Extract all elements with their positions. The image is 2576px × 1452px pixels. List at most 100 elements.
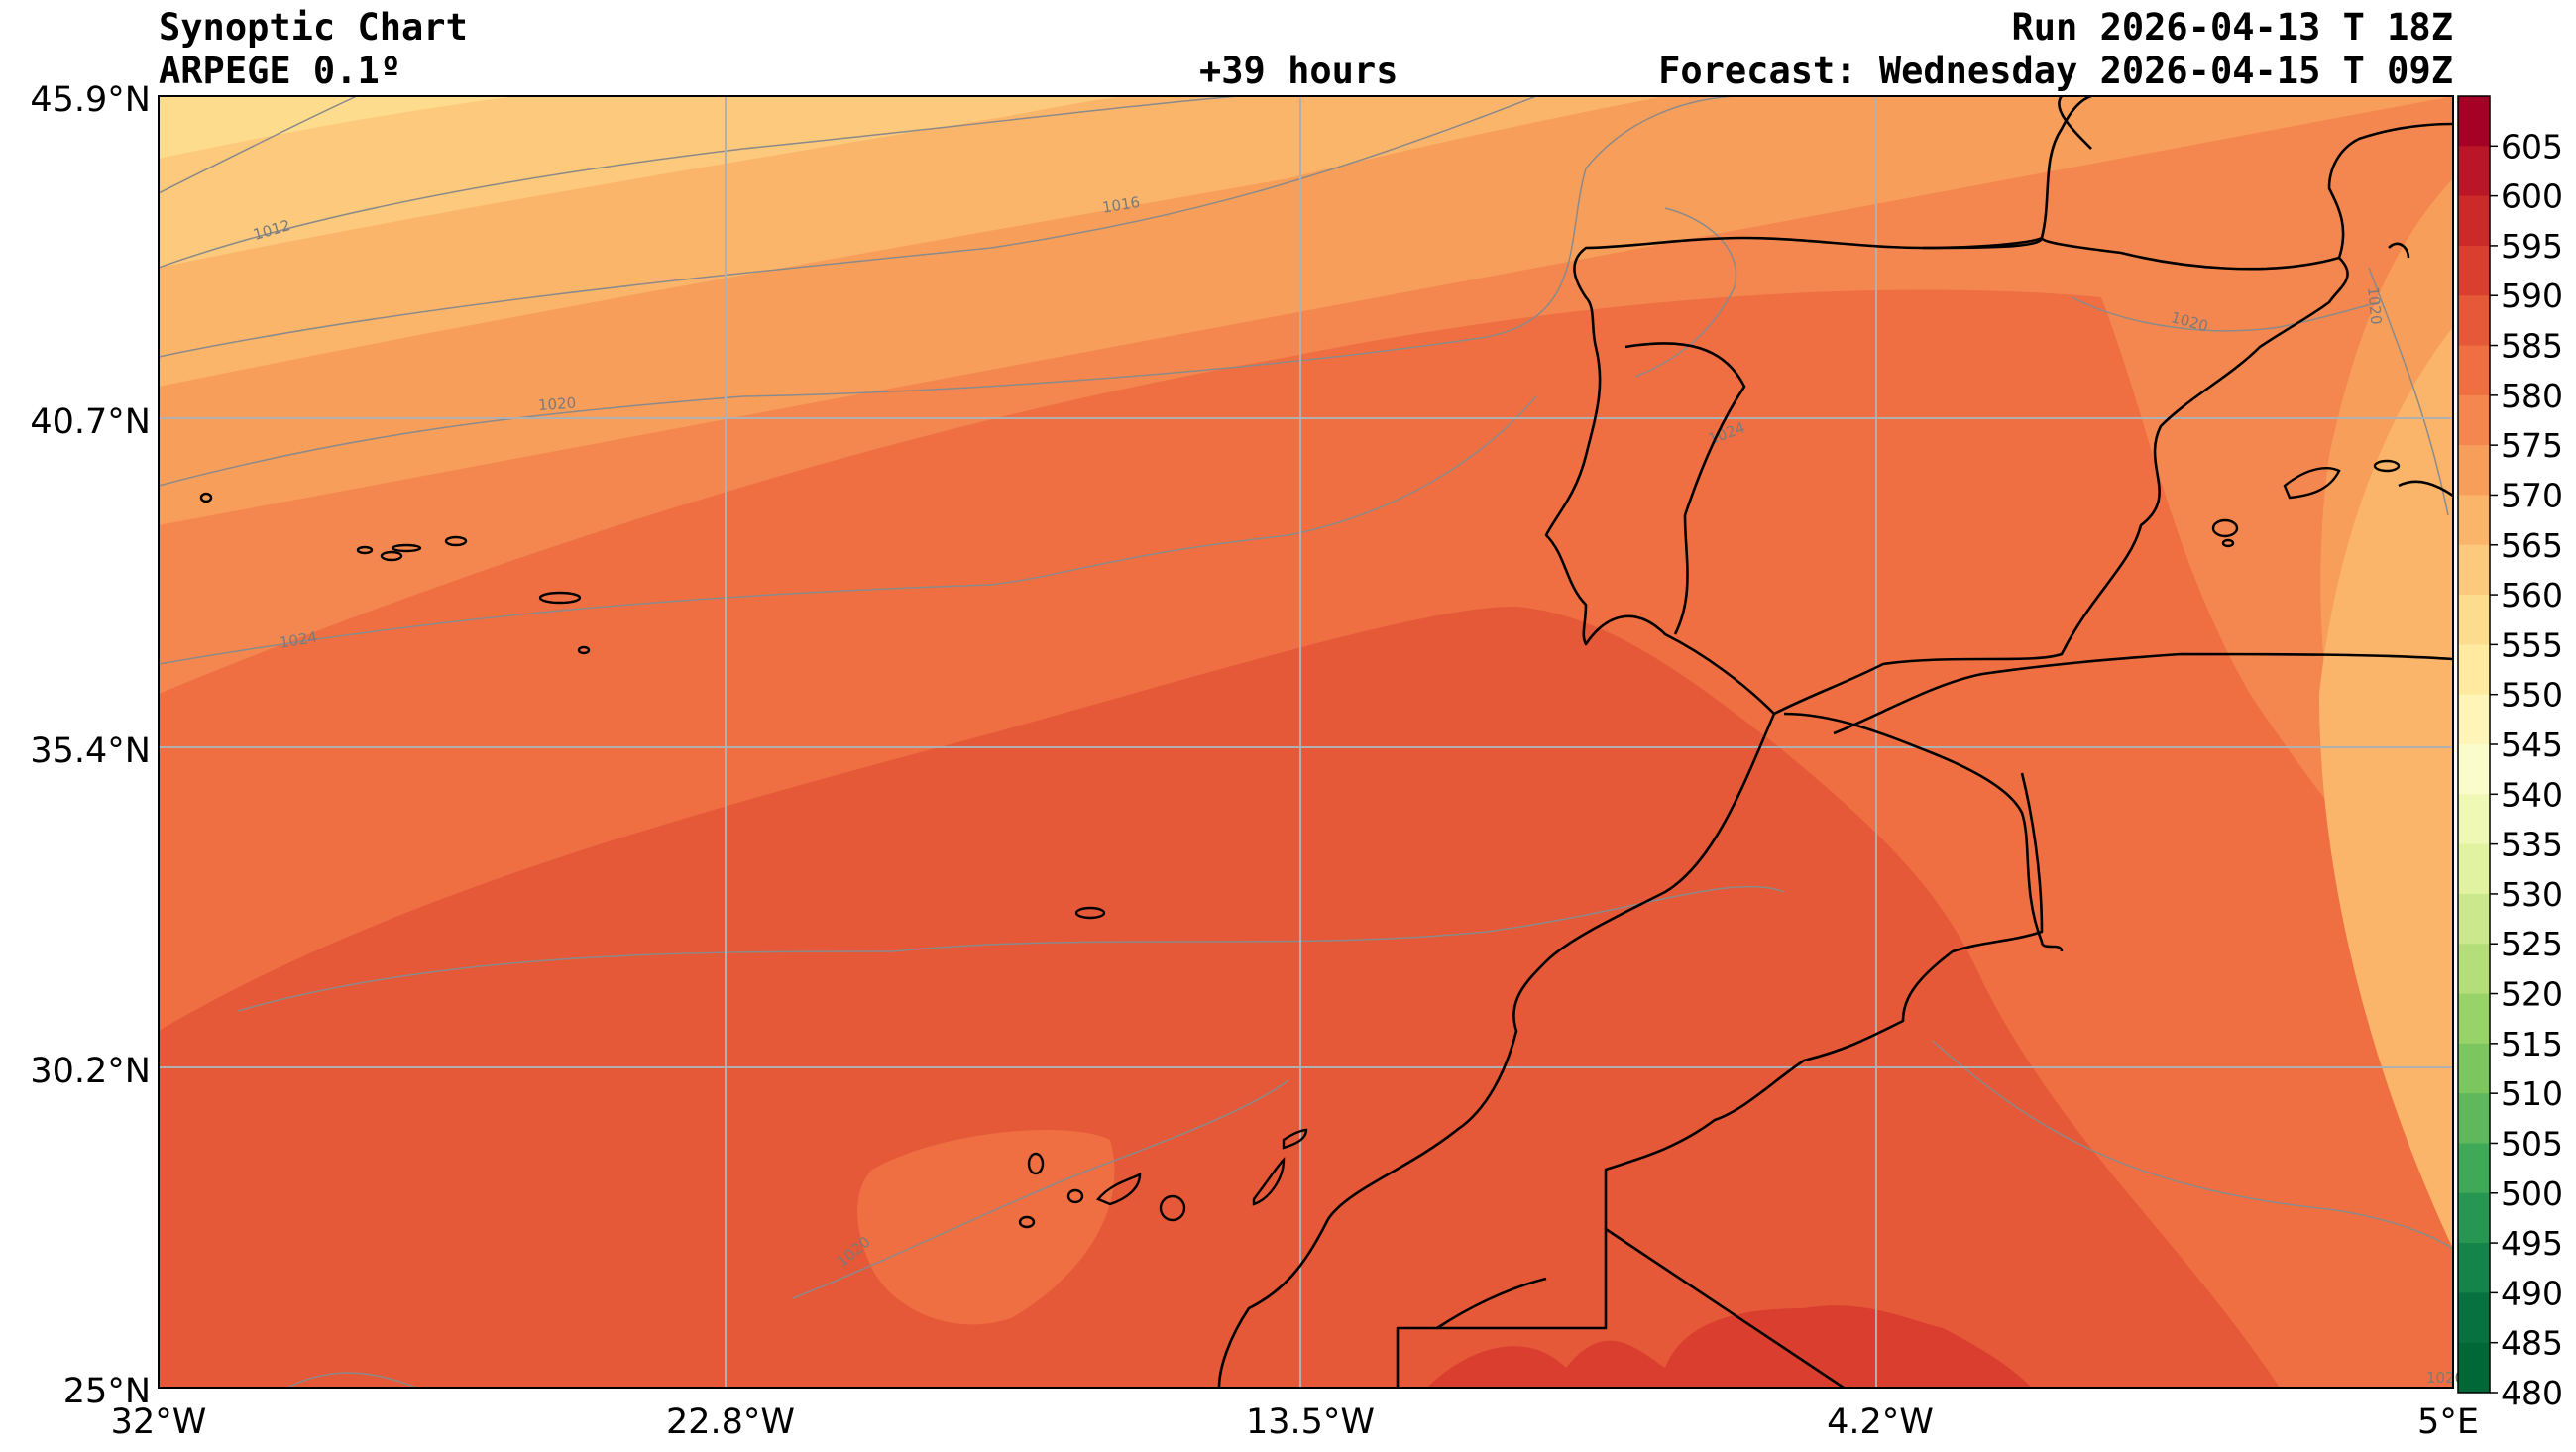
- colorbar-swatch: [2458, 445, 2490, 496]
- colorbar-label: 555: [2501, 625, 2563, 664]
- colorbar-label: 525: [2501, 925, 2563, 963]
- band-560: [159, 96, 1130, 268]
- colorbar-swatch: [2458, 843, 2490, 895]
- colorbar-swatch: [2458, 1292, 2490, 1344]
- lon-tick: 4.2°W: [1827, 1402, 1934, 1442]
- colorbar-swatch: [2458, 694, 2490, 745]
- algeria-med-coast: [1833, 652, 2453, 735]
- colorbar-label: 530: [2501, 875, 2563, 914]
- isobar-south-east: [1932, 1040, 2453, 1250]
- colorbar-swatch: [2458, 146, 2490, 197]
- morocco-algeria-border: [1604, 772, 2044, 1229]
- lat-tick: 40.7°N: [30, 402, 151, 442]
- colorbar-swatch: [2458, 295, 2490, 347]
- colorbar-swatch: [2458, 993, 2490, 1045]
- colorbar-swatch: [2458, 1243, 2490, 1293]
- geopotential-field: [159, 96, 2453, 1388]
- run-time: Run 2026-04-13 T 18Z: [2011, 6, 2453, 49]
- colorbar-swatch: [2458, 1043, 2490, 1094]
- colorbar-label: 590: [2501, 277, 2563, 315]
- colorbar-label: 605: [2501, 127, 2563, 166]
- isobars: [159, 96, 2453, 1388]
- azores-flores: [199, 492, 213, 503]
- lat-tick: 35.4°N: [30, 731, 151, 771]
- colorbar-label: 485: [2501, 1324, 2563, 1363]
- canary-fuerteventura: [1252, 1157, 1286, 1206]
- coastlines: [1217, 96, 2453, 1388]
- iberia-coast: [1544, 236, 2349, 716]
- isobar-1020-east: [2071, 296, 2380, 332]
- colorbar-label: 595: [2501, 227, 2563, 266]
- band-590: [1427, 1305, 2032, 1388]
- colorbar-label: 570: [2501, 476, 2563, 514]
- isobar-1008: [159, 96, 358, 194]
- colorbar-swatch: [2458, 544, 2490, 596]
- colorbar-label: 565: [2501, 526, 2563, 565]
- graticule: [159, 96, 2453, 1388]
- canary-lanzarote: [1282, 1128, 1308, 1150]
- canary-gran-canaria: [1159, 1194, 1186, 1222]
- lon-axis: 32°W 22.8°W 13.5°W 4.2°W 5°E: [111, 1402, 2479, 1442]
- balearic-formentera: [2221, 538, 2235, 548]
- azores-santa-maria: [577, 645, 591, 655]
- colorbar-swatch: [2458, 1093, 2490, 1144]
- isobar-label: 1020: [2426, 1369, 2464, 1387]
- lon-tick: 22.8°W: [666, 1402, 795, 1442]
- med-coast-france: [2327, 122, 2453, 259]
- forecast-time: Forecast: Wednesday 2026-04-15 T 09Z: [1658, 50, 2453, 92]
- azores-terceira: [444, 535, 468, 547]
- colorbar-swatch: [2458, 944, 2490, 995]
- madeira: [1074, 906, 1106, 920]
- lat-tick: 45.9°N: [30, 80, 151, 120]
- isobar-1020-canary: [792, 1079, 1289, 1299]
- isobar-bottom: [286, 1372, 417, 1388]
- lead-time: +39 hours: [1199, 50, 1399, 92]
- colorbar-label: 535: [2501, 826, 2563, 864]
- colorbar-label: 540: [2501, 775, 2563, 814]
- azores-graciosa: [356, 545, 374, 555]
- isobar-1020-south: [237, 885, 1785, 1012]
- colorbar-swatch: [2458, 595, 2490, 645]
- canary-el-hierro: [1018, 1215, 1036, 1229]
- model-name: ARPEGE 0.1º: [159, 50, 402, 92]
- azores-pico: [380, 550, 403, 562]
- balearic-ibiza: [2211, 518, 2239, 538]
- lat-tick: 30.2°N: [30, 1052, 151, 1091]
- colorbar-swatch: [2458, 345, 2490, 396]
- pyrenees-border: [1922, 236, 2043, 250]
- colorbar-label: 580: [2501, 377, 2563, 415]
- canary-la-palma: [1027, 1152, 1045, 1175]
- isobar-1024: [159, 395, 1537, 665]
- isobar-1020: [159, 96, 1736, 487]
- band-580-canary: [857, 1130, 1115, 1325]
- colorbar-swatch: [2458, 1143, 2490, 1194]
- isobar-1020-far-east: [2368, 267, 2449, 516]
- colorbar-label: 550: [2501, 676, 2563, 715]
- colorbar-label: 545: [2501, 726, 2563, 764]
- mauritania-border: [1436, 1277, 1547, 1330]
- canary-tenerife: [1096, 1173, 1142, 1206]
- lon-tick: 32°W: [111, 1402, 207, 1442]
- isobar-label: 1020: [2364, 286, 2385, 326]
- colorbar-swatch: [2458, 245, 2490, 296]
- band-585: [159, 606, 2280, 1388]
- lon-tick: 13.5°W: [1246, 1402, 1375, 1442]
- corsica: [2388, 242, 2410, 259]
- balearic-mallorca: [2283, 467, 2341, 500]
- colorbar-swatch: [2458, 96, 2490, 147]
- canary-la-gomera: [1066, 1188, 1084, 1204]
- sardinia: [2398, 480, 2453, 498]
- azores-sao-miguel: [538, 591, 582, 605]
- lon-tick: 5°E: [2417, 1402, 2479, 1442]
- band-555: [159, 96, 515, 159]
- colorbar-label: 585: [2501, 327, 2563, 366]
- france-small-coast: [2058, 96, 2092, 150]
- lat-axis: 45.9°N 40.7°N 35.4°N 30.2°N 25°N: [30, 80, 151, 1411]
- colorbar-swatch: [2458, 644, 2490, 696]
- colorbar-label: 480: [2501, 1374, 2563, 1412]
- isobar-label: 1016: [1101, 193, 1142, 217]
- colorbar-frame: [2457, 95, 2491, 1394]
- colorbar-label: 600: [2501, 177, 2563, 216]
- western-sahara-border: [1396, 1227, 1845, 1388]
